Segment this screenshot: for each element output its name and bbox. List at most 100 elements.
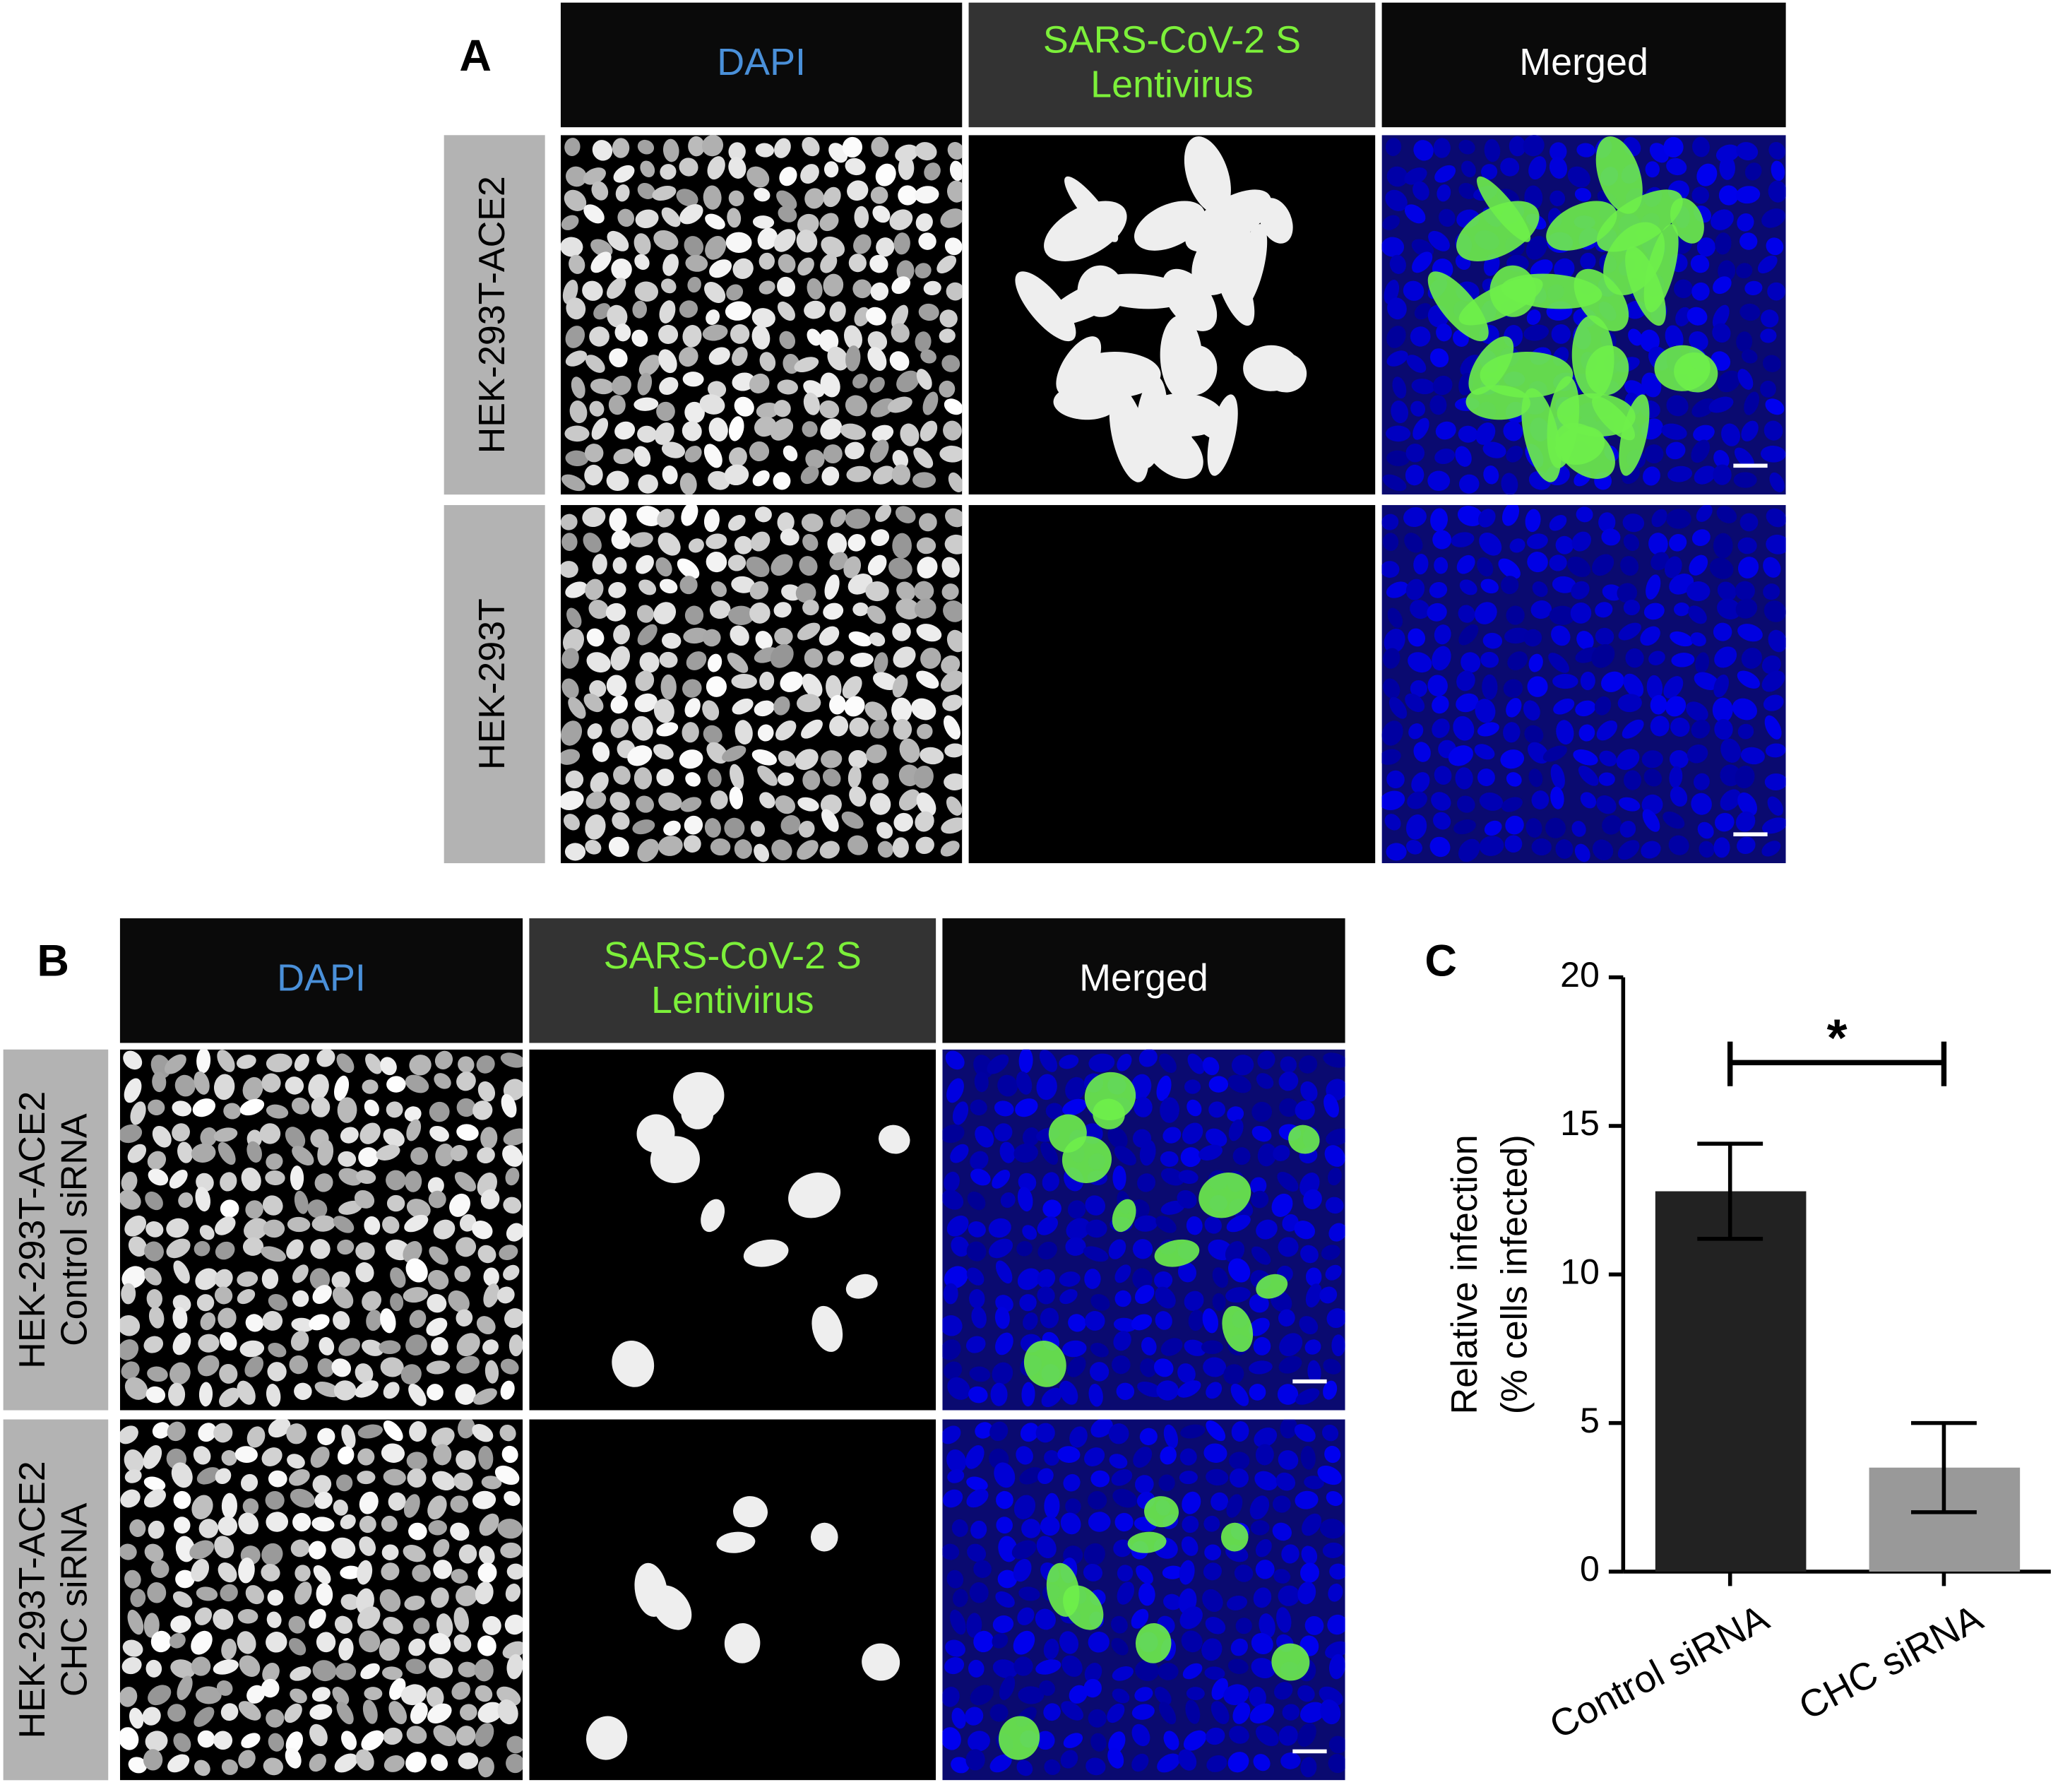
nucleus <box>1760 380 1776 398</box>
nucleus <box>239 1340 265 1358</box>
nucleus <box>426 1360 451 1375</box>
nucleus <box>1688 605 1707 624</box>
nucleus <box>1670 786 1688 807</box>
nucleus <box>1552 673 1578 689</box>
nucleus <box>754 187 771 202</box>
nucleus <box>1037 1269 1056 1288</box>
nucleus <box>970 1520 987 1539</box>
nucleus <box>1084 1663 1102 1683</box>
nucleus <box>992 1632 1009 1649</box>
nucleus <box>477 1147 495 1164</box>
nucleus <box>1256 1725 1279 1747</box>
micrograph <box>119 1049 523 1411</box>
nucleus <box>1646 574 1661 600</box>
nucleus <box>460 1704 477 1721</box>
infected-cell <box>1546 201 1617 251</box>
nucleus <box>951 1236 970 1257</box>
nucleus <box>752 470 770 487</box>
nucleus <box>755 631 773 650</box>
nucleus <box>750 531 771 552</box>
nucleus <box>918 303 939 321</box>
nucleus <box>872 773 889 790</box>
column-header-text: Lentivirus <box>1090 64 1254 106</box>
nucleus <box>1428 230 1450 251</box>
nucleus <box>1112 1165 1126 1191</box>
nucleus <box>266 1709 285 1728</box>
nucleus <box>1317 1465 1342 1485</box>
nucleus <box>1664 556 1682 578</box>
nucleus <box>975 1125 994 1148</box>
nucleus <box>1762 355 1781 372</box>
nucleus <box>1665 696 1687 717</box>
nucleus <box>241 1167 261 1192</box>
x-tick-label: CHC siRNA <box>1792 1596 1989 1728</box>
nucleus <box>1017 1268 1041 1290</box>
nucleus <box>286 1423 307 1444</box>
nucleus <box>169 1362 191 1385</box>
nucleus <box>1570 603 1592 624</box>
nucleus <box>1549 554 1567 571</box>
nucleus <box>777 276 796 297</box>
nucleus <box>892 533 912 559</box>
nucleus <box>847 180 869 201</box>
nucleus <box>1693 425 1715 441</box>
nucleus <box>1458 624 1479 646</box>
nucleus <box>922 391 939 415</box>
nucleus <box>1765 398 1785 415</box>
nucleus <box>290 1666 311 1681</box>
nucleus <box>311 1517 335 1532</box>
nucleus <box>585 578 604 600</box>
nucleus <box>754 506 772 523</box>
nucleus <box>1253 1336 1271 1355</box>
nucleus <box>458 1661 477 1678</box>
nucleus <box>311 1096 331 1117</box>
nucleus <box>896 598 920 619</box>
nucleus <box>1231 1055 1254 1076</box>
nucleus <box>404 1214 429 1233</box>
nucleus <box>655 557 672 577</box>
nucleus <box>773 400 791 417</box>
nucleus <box>634 254 650 270</box>
nucleus <box>309 1608 326 1629</box>
nucleus <box>1114 1264 1131 1283</box>
nucleus <box>1413 140 1434 161</box>
nucleus <box>1016 1446 1033 1465</box>
nucleus <box>1382 215 1400 230</box>
nucleus <box>167 1754 190 1773</box>
nucleus <box>869 793 891 815</box>
nucleus <box>898 185 917 206</box>
nucleus <box>710 838 731 856</box>
nucleus <box>952 1101 969 1125</box>
nucleus <box>1131 1608 1149 1629</box>
nucleus <box>1506 446 1523 463</box>
nucleus <box>400 1684 427 1706</box>
nucleus <box>1458 182 1477 199</box>
nucleus <box>1712 323 1731 343</box>
nucleus <box>1556 720 1574 745</box>
nucleus <box>734 839 752 859</box>
nucleus <box>200 1127 218 1146</box>
nucleus <box>944 1171 960 1192</box>
nucleus <box>480 1127 498 1149</box>
nucleus <box>292 1512 311 1532</box>
nucleus <box>1692 136 1710 158</box>
nucleus <box>803 392 820 415</box>
nucleus <box>294 1382 312 1400</box>
nucleus <box>1229 1726 1249 1744</box>
nucleus <box>1328 1753 1345 1774</box>
nucleus <box>1131 1314 1153 1331</box>
row-header-text: CHC siRNA <box>54 1502 95 1697</box>
nucleus <box>1740 747 1765 765</box>
nucleus <box>335 1663 357 1680</box>
nucleus <box>1328 1735 1345 1754</box>
nucleus <box>360 1663 380 1680</box>
infected-cell <box>1271 1643 1310 1681</box>
nucleus <box>266 1104 289 1119</box>
nucleus <box>1090 1733 1107 1752</box>
panel-label: B <box>37 937 69 986</box>
nucleus <box>1256 1219 1278 1240</box>
nucleus <box>876 821 893 839</box>
nucleus <box>500 1542 522 1558</box>
nucleus <box>609 792 630 811</box>
nucleus <box>968 1731 990 1752</box>
